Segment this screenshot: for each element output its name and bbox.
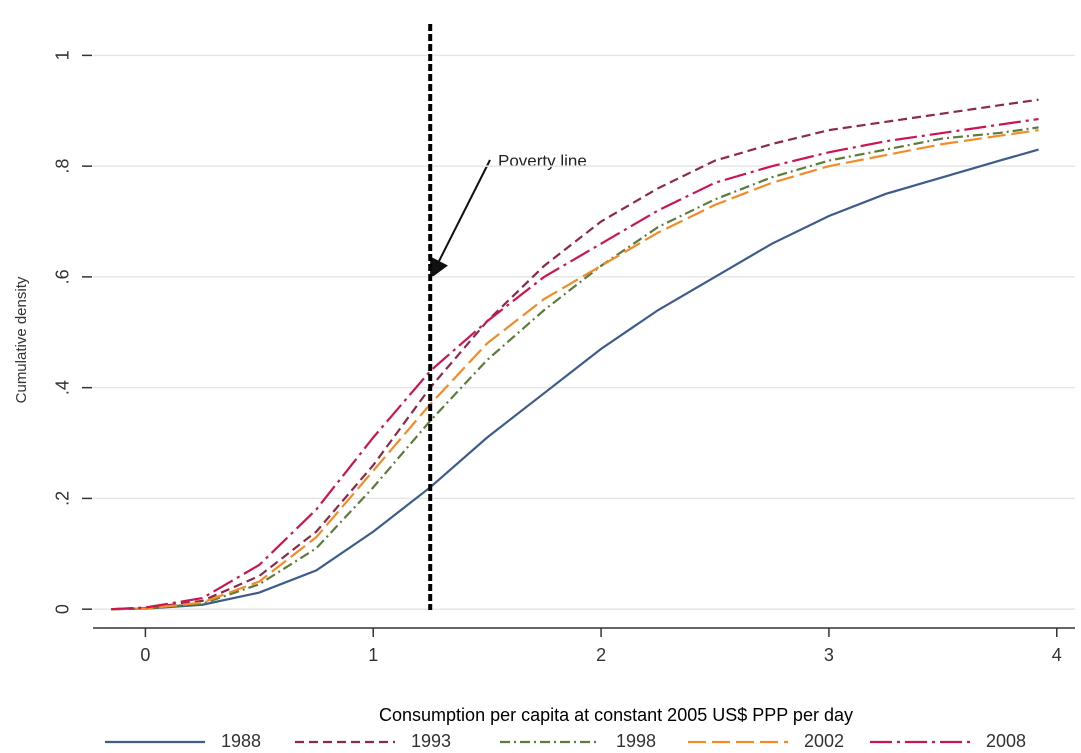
y-tick-label: 0 <box>53 604 73 614</box>
legend-label: 2002 <box>804 731 844 751</box>
y-tick-label: .8 <box>53 159 73 174</box>
x-tick-label: 3 <box>824 645 834 665</box>
y-tick-label: .4 <box>53 380 73 395</box>
legend-label: 1988 <box>221 731 261 751</box>
x-tick-label: 4 <box>1052 645 1062 665</box>
x-tick-label: 2 <box>596 645 606 665</box>
legend-label: 2008 <box>986 731 1026 751</box>
series-line <box>111 117 1039 611</box>
y-tick-label: 1 <box>53 50 73 60</box>
series-line <box>111 129 1039 611</box>
y-axis-label: Cumulative density <box>13 276 30 403</box>
annotation-arrow <box>430 159 491 279</box>
y-tick-label: .2 <box>53 491 73 506</box>
x-axis-label: Consumption per capita at constant 2005 … <box>379 705 853 725</box>
annotation: Poverty line <box>498 151 587 170</box>
y-tick-label: .6 <box>53 269 73 284</box>
series-line <box>111 148 1039 611</box>
legend-label: 1993 <box>411 731 451 751</box>
series-line <box>111 126 1039 611</box>
x-tick-label: 1 <box>368 645 378 665</box>
legend-label: 1998 <box>616 731 656 751</box>
series-line <box>111 98 1039 611</box>
x-tick-label: 0 <box>140 645 150 665</box>
